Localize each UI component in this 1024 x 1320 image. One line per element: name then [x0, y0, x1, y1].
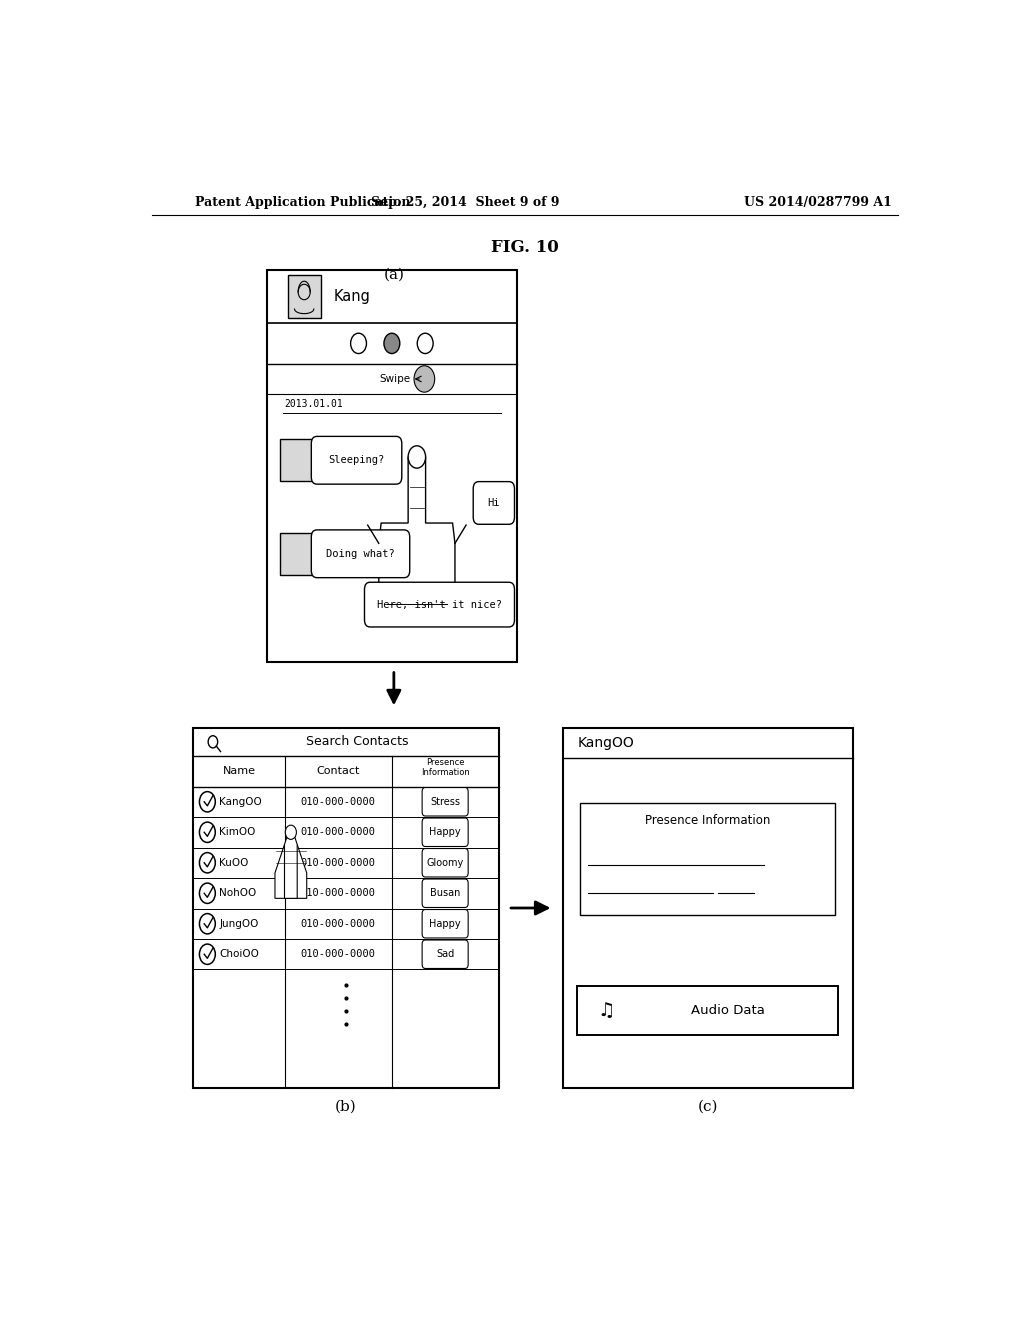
Text: 2013.01.01: 2013.01.01 [285, 400, 343, 409]
Circle shape [350, 333, 367, 354]
Circle shape [286, 825, 296, 840]
FancyBboxPatch shape [422, 940, 468, 969]
Text: US 2014/0287799 A1: US 2014/0287799 A1 [744, 195, 892, 209]
Text: FIG. 10: FIG. 10 [490, 239, 559, 256]
Text: 010-000-0000: 010-000-0000 [301, 797, 376, 807]
Text: JungOO: JungOO [219, 919, 259, 929]
Text: 010-000-0000: 010-000-0000 [301, 888, 376, 898]
Text: KangOO: KangOO [578, 735, 634, 750]
FancyBboxPatch shape [267, 271, 517, 661]
Text: Busan: Busan [430, 888, 461, 898]
Text: Gloomy: Gloomy [427, 858, 464, 867]
FancyBboxPatch shape [422, 909, 468, 939]
Text: 010-000-0000: 010-000-0000 [301, 949, 376, 960]
FancyBboxPatch shape [563, 727, 853, 1089]
FancyBboxPatch shape [280, 533, 312, 574]
Text: Contact: Contact [316, 767, 359, 776]
FancyBboxPatch shape [194, 727, 499, 1089]
Text: Audio Data: Audio Data [690, 1003, 765, 1016]
Circle shape [384, 333, 399, 354]
Text: Sad: Sad [436, 949, 455, 960]
FancyBboxPatch shape [288, 276, 321, 318]
FancyBboxPatch shape [578, 986, 839, 1035]
Text: Name: Name [222, 767, 255, 776]
Text: Presence
Information: Presence Information [421, 758, 470, 777]
FancyBboxPatch shape [422, 849, 468, 876]
Text: 010-000-0000: 010-000-0000 [301, 858, 376, 867]
FancyBboxPatch shape [311, 529, 410, 578]
Text: Here, isn't it nice?: Here, isn't it nice? [377, 599, 502, 610]
Text: Swipe: Swipe [379, 374, 410, 384]
Text: Sleeping?: Sleeping? [329, 455, 385, 465]
FancyBboxPatch shape [365, 582, 514, 627]
Text: Happy: Happy [429, 919, 461, 929]
FancyBboxPatch shape [473, 482, 514, 524]
FancyBboxPatch shape [422, 818, 468, 846]
FancyBboxPatch shape [311, 437, 401, 484]
Text: KimOO: KimOO [219, 828, 256, 837]
FancyBboxPatch shape [422, 879, 468, 907]
Text: KangOO: KangOO [219, 797, 262, 807]
Circle shape [414, 366, 434, 392]
Circle shape [417, 333, 433, 354]
Text: Sep. 25, 2014  Sheet 9 of 9: Sep. 25, 2014 Sheet 9 of 9 [371, 195, 559, 209]
Polygon shape [275, 845, 307, 899]
Text: ♫: ♫ [597, 1001, 614, 1020]
Text: (b): (b) [335, 1100, 356, 1114]
Text: 010-000-0000: 010-000-0000 [301, 919, 376, 929]
Polygon shape [285, 833, 297, 899]
Text: Presence Information: Presence Information [645, 813, 770, 826]
FancyBboxPatch shape [280, 440, 312, 480]
Text: Happy: Happy [429, 828, 461, 837]
Text: (a): (a) [383, 267, 404, 281]
Text: Search Contacts: Search Contacts [306, 735, 409, 748]
Circle shape [409, 446, 426, 469]
Text: (c): (c) [697, 1100, 718, 1114]
Polygon shape [379, 457, 455, 605]
Text: Hi: Hi [487, 498, 500, 508]
Text: Patent Application Publication: Patent Application Publication [196, 195, 411, 209]
FancyBboxPatch shape [581, 804, 836, 915]
Text: Kang: Kang [334, 289, 371, 304]
FancyBboxPatch shape [422, 788, 468, 816]
Text: NohOO: NohOO [219, 888, 257, 898]
Text: Doing what?: Doing what? [327, 549, 395, 558]
Text: ChoiOO: ChoiOO [219, 949, 259, 960]
Text: KuOO: KuOO [219, 858, 249, 867]
Text: 010-000-0000: 010-000-0000 [301, 828, 376, 837]
Text: Stress: Stress [430, 797, 460, 807]
